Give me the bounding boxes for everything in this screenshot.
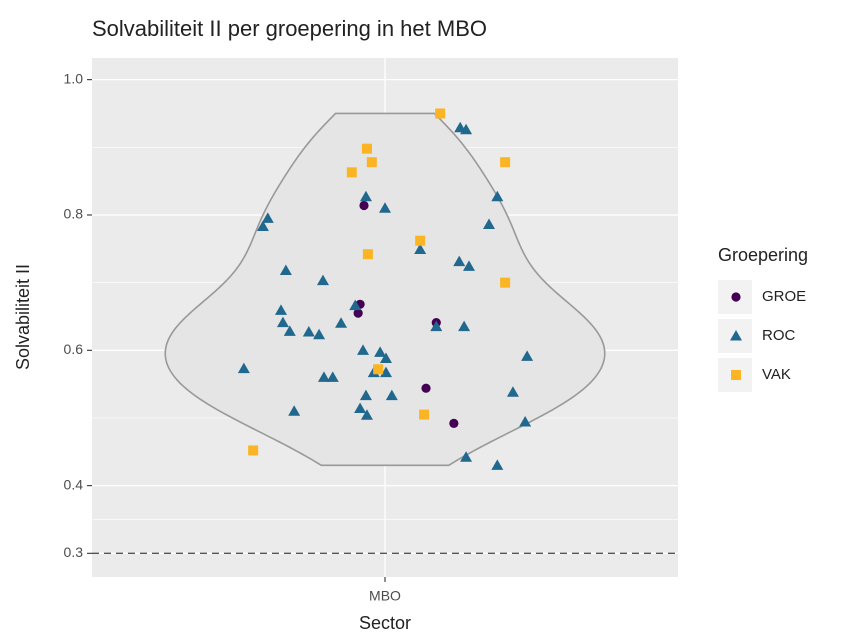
point xyxy=(415,235,426,246)
y-axis-label: Solvabiliteit II xyxy=(13,264,33,370)
y-tick-label: 0.6 xyxy=(64,341,84,357)
point xyxy=(335,317,348,328)
point xyxy=(379,202,391,213)
point xyxy=(359,389,372,401)
legend-marker xyxy=(731,370,741,380)
legend-marker xyxy=(731,292,741,302)
point xyxy=(237,362,250,374)
point xyxy=(449,418,459,428)
point xyxy=(279,264,292,275)
point xyxy=(362,249,373,260)
point xyxy=(506,386,519,397)
point xyxy=(256,220,269,231)
point xyxy=(361,143,372,154)
point xyxy=(430,320,443,332)
point xyxy=(317,371,330,382)
point xyxy=(519,416,532,427)
point xyxy=(435,108,446,119)
point xyxy=(359,200,369,211)
point xyxy=(346,167,357,178)
point xyxy=(491,459,504,470)
x-axis-label: Sector xyxy=(359,613,411,633)
legend-marker xyxy=(730,330,742,341)
point xyxy=(288,405,301,416)
point xyxy=(302,326,315,337)
point xyxy=(421,383,431,393)
point xyxy=(414,243,427,254)
y-tick-label: 0.3 xyxy=(64,544,84,560)
point xyxy=(349,299,362,311)
point xyxy=(419,409,430,420)
point xyxy=(458,320,471,332)
point xyxy=(462,260,475,271)
point xyxy=(366,157,377,168)
violin xyxy=(164,112,606,467)
point xyxy=(313,328,326,340)
y-tick-label: 0.8 xyxy=(64,206,84,222)
point xyxy=(360,409,373,420)
point xyxy=(483,218,496,229)
point xyxy=(353,308,363,318)
chart-title: Solvabiliteit II per groepering in het M… xyxy=(92,16,487,41)
point xyxy=(460,451,473,462)
y-tick-label: 1.0 xyxy=(64,70,84,86)
legend-label: VAK xyxy=(762,366,791,383)
point xyxy=(261,212,274,223)
point xyxy=(460,123,473,135)
x-tick-label: MBO xyxy=(369,588,401,604)
point xyxy=(453,255,466,267)
point xyxy=(491,190,504,202)
point xyxy=(385,389,398,401)
point xyxy=(359,190,372,202)
point xyxy=(274,304,287,315)
point xyxy=(521,350,534,361)
point xyxy=(248,445,259,456)
legend-title: Groepering xyxy=(718,245,808,265)
point xyxy=(373,364,384,375)
y-tick-label: 0.4 xyxy=(64,476,84,492)
point xyxy=(276,316,289,328)
point xyxy=(326,371,339,382)
point xyxy=(316,274,329,286)
point xyxy=(379,352,392,363)
legend-label: ROC xyxy=(762,327,796,344)
point xyxy=(379,366,392,378)
point xyxy=(357,344,370,355)
point xyxy=(354,402,367,414)
point xyxy=(283,325,296,336)
point xyxy=(500,157,511,168)
point xyxy=(500,277,511,288)
point xyxy=(374,346,387,357)
legend-label: GROE xyxy=(762,288,806,305)
